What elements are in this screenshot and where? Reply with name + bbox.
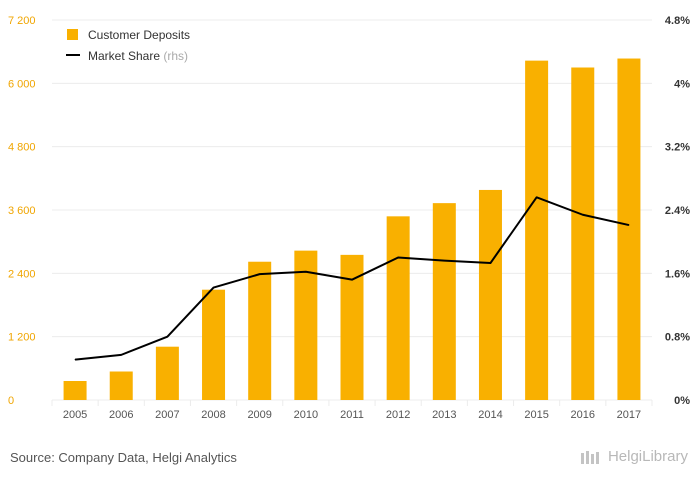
right-tick-label: 0% (674, 395, 690, 407)
bar (340, 254, 364, 400)
x-tick-label: 2005 (63, 409, 87, 421)
left-tick-label: 7 200 (8, 15, 36, 27)
left-tick-label: 6 000 (8, 78, 36, 90)
x-tick-label: 2007 (155, 409, 179, 421)
library-icon (580, 450, 599, 464)
line-point (351, 279, 353, 281)
x-tick-label: 2012 (386, 409, 410, 421)
right-tick-label: 4% (674, 78, 690, 90)
x-tick-label: 2006 (109, 409, 133, 421)
right-tick-label: 2.4% (665, 205, 690, 217)
line-point (259, 273, 261, 275)
bar (386, 216, 410, 400)
line-point (213, 287, 215, 289)
bar (294, 250, 318, 400)
bar-series (63, 58, 641, 401)
bar (248, 261, 272, 400)
bar (202, 289, 226, 400)
left-axis: 0 1 200 2 400 3 600 4 800 6 000 7 200 (8, 15, 36, 407)
legend-label-rhs: (rhs) (163, 49, 188, 63)
x-tick-label: 2011 (340, 409, 364, 421)
line-point (305, 271, 307, 273)
bar (155, 346, 179, 400)
x-tick-label: 2013 (432, 409, 456, 421)
gridlines (51, 19, 653, 406)
bar (478, 189, 502, 400)
line-point (536, 196, 538, 198)
x-tick-label: 2008 (201, 409, 225, 421)
right-tick-label: 1.6% (665, 268, 690, 280)
chart: 0 1 200 2 400 3 600 4 800 6 000 7 200 0% 0.8% 1.… (8, 15, 690, 421)
x-tick-label: 2015 (524, 409, 548, 421)
legend-swatch-bar (67, 29, 78, 40)
x-tick-label: 2009 (247, 409, 271, 421)
x-tick-label: 2014 (478, 409, 502, 421)
left-tick-label: 2 400 (8, 268, 36, 280)
right-tick-label: 4.8% (665, 15, 690, 27)
line-series (74, 196, 630, 361)
brand-logo: HelgiLibrary (580, 448, 688, 465)
bar (109, 371, 133, 400)
bar (432, 203, 456, 400)
bar (617, 58, 641, 401)
x-tick-label: 2016 (571, 409, 595, 421)
x-tick-label: 2017 (617, 409, 641, 421)
right-axis: 0% 0.8% 1.6% 2.4% 3.2% 4% 4.8% (665, 15, 690, 407)
bar (525, 60, 549, 401)
line-point (397, 257, 399, 258)
left-tick-label: 1 200 (8, 332, 36, 344)
line-point (443, 260, 445, 262)
brand-name: HelgiLibrary (607, 448, 688, 465)
bar (571, 67, 595, 400)
line-point (166, 336, 168, 338)
line-point (628, 224, 630, 226)
x-tick-label: 2010 (294, 409, 318, 421)
left-tick-label: 0 (8, 395, 14, 407)
line-point (74, 359, 76, 361)
right-tick-label: 0.8% (665, 332, 690, 344)
x-axis: 2005 2006 2007 2008 2009 2010 2011 2012 2013 2014… (63, 409, 641, 421)
line-point (489, 262, 491, 264)
line-point (120, 354, 122, 356)
bar (63, 381, 87, 400)
left-tick-label: 3 600 (8, 205, 36, 217)
source-note: Source: Company Data, Helgi Analytics (10, 450, 237, 465)
left-tick-label: 4 800 (8, 142, 36, 154)
legend-label-deposits: Customer Deposits (88, 28, 190, 42)
legend: Customer Deposits Market Share (rhs) (66, 28, 190, 63)
legend-label-market-share: Market Share (rhs) (88, 49, 188, 63)
right-tick-label: 3.2% (665, 142, 690, 154)
line-point (582, 214, 584, 216)
